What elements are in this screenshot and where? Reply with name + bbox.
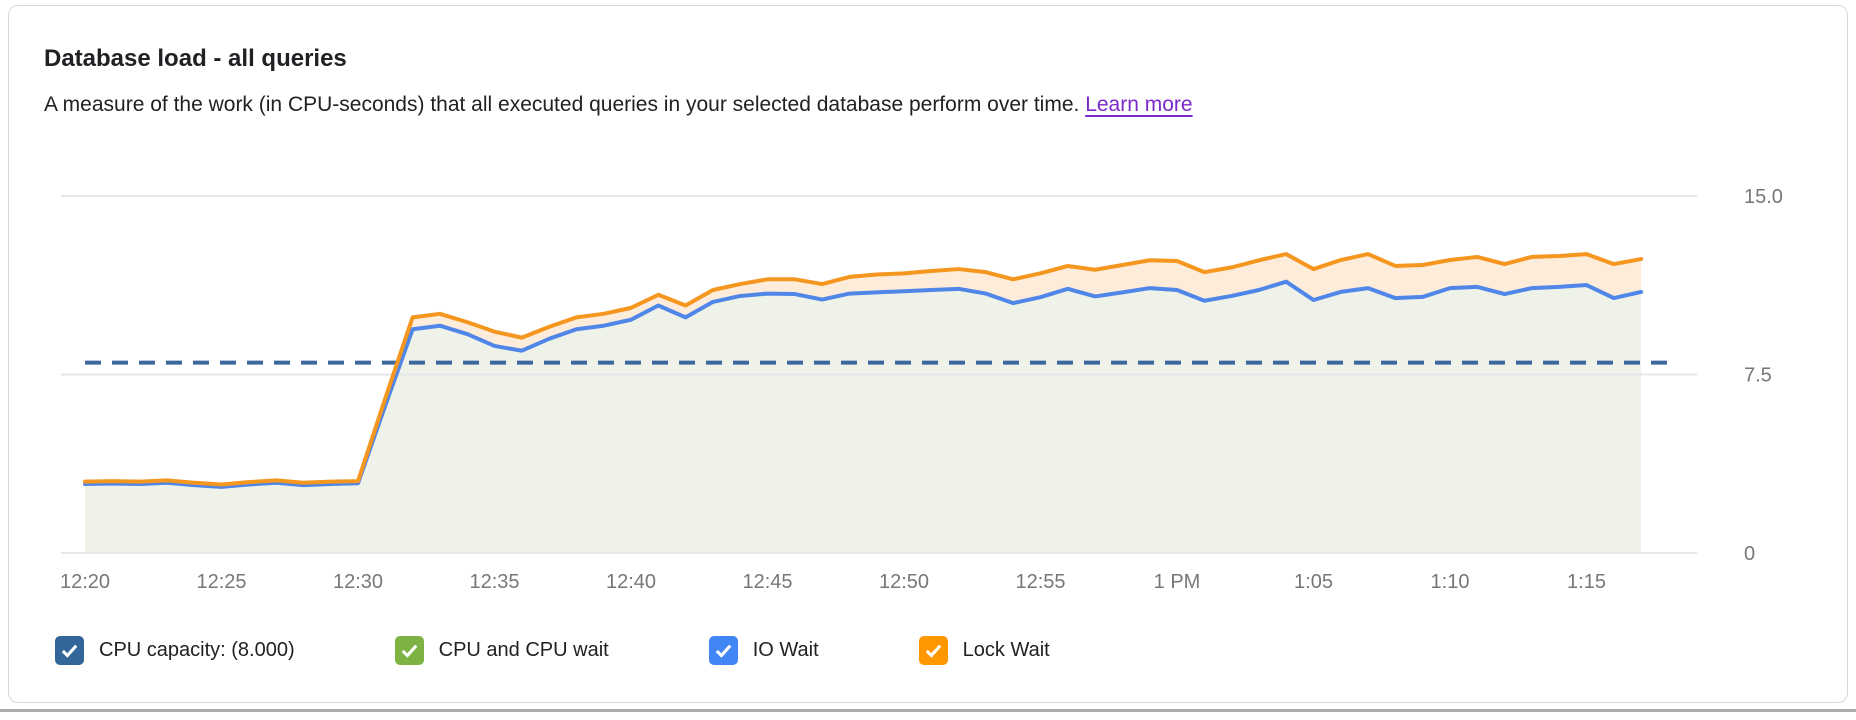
y-tick-label: 15.0 xyxy=(1744,186,1783,208)
learn-more-link[interactable]: Learn more xyxy=(1085,93,1193,116)
checkmark-icon xyxy=(715,644,732,658)
cpu-wait-area xyxy=(85,281,1642,553)
x-tick-label: 1:05 xyxy=(1294,571,1333,593)
x-tick-label: 12:20 xyxy=(60,571,110,593)
checkbox-lock-wait[interactable] xyxy=(918,635,948,665)
checkmark-icon xyxy=(925,644,941,658)
lock-wait-line xyxy=(83,252,1644,487)
legend-label-lock-wait: Lock Wait xyxy=(962,638,1050,661)
legend-item-io-wait[interactable]: IO Wait xyxy=(708,635,819,665)
x-tick-label: 1 PM xyxy=(1154,571,1201,593)
bottom-divider xyxy=(0,709,1856,712)
chart-header: Database load - all queries A measure of… xyxy=(44,45,1193,118)
checkmark-icon xyxy=(401,644,417,658)
y-tick-label: 0 xyxy=(1744,543,1755,565)
legend-item-lock-wait[interactable]: Lock Wait xyxy=(918,635,1050,665)
legend-item-cpu-wait[interactable]: CPU and CPU wait xyxy=(394,635,609,665)
x-tick-label: 12:30 xyxy=(333,571,383,593)
legend-label-io-wait: IO Wait xyxy=(752,638,819,661)
x-tick-label: 12:45 xyxy=(742,571,792,593)
x-tick-label: 12:50 xyxy=(879,571,929,593)
chart-subtitle: A measure of the work (in CPU-seconds) t… xyxy=(44,92,1193,118)
x-tick-label: 12:55 xyxy=(1015,571,1065,593)
checkbox-cpu-capacity[interactable] xyxy=(55,635,84,665)
legend-label-cpu-capacity: CPU capacity: (8.000) xyxy=(99,638,295,661)
x-tick-label: 1:10 xyxy=(1431,571,1470,593)
io-wait-line xyxy=(83,279,1644,489)
chart-title: Database load - all queries xyxy=(44,45,347,72)
x-tick-label: 1:15 xyxy=(1567,571,1606,593)
y-tick-label: 7.5 xyxy=(1744,365,1772,387)
chart-legend: CPU capacity: (8.000) CPU and CPU wait I… xyxy=(55,634,1050,666)
x-tick-label: 12:40 xyxy=(606,571,656,593)
legend-label-cpu-wait: CPU and CPU wait xyxy=(438,638,609,661)
legend-item-cpu-capacity[interactable]: CPU capacity: (8.000) xyxy=(55,635,295,665)
subtitle-text: A measure of the work (in CPU-seconds) t… xyxy=(44,93,1080,116)
checkmark-icon xyxy=(61,644,78,658)
x-tick-label: 12:25 xyxy=(196,571,246,593)
checkbox-cpu-wait[interactable] xyxy=(394,635,424,665)
checkbox-io-wait[interactable] xyxy=(708,635,738,665)
x-tick-label: 12:35 xyxy=(469,571,519,593)
